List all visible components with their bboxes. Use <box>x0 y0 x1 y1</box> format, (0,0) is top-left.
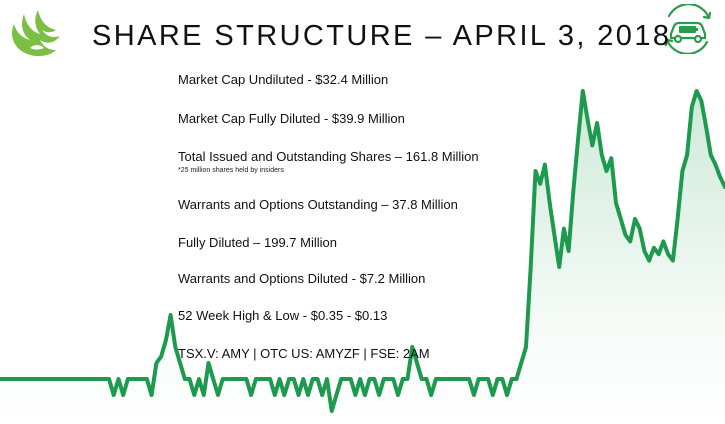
fact-market-cap-undiluted: Market Cap Undiluted - $32.4 Million <box>178 72 389 87</box>
fact-tickers: TSX.V: AMY | OTC US: AMYZF | FSE: 2AM <box>178 346 430 361</box>
fact-52-week-range: 52 Week High & Low - $0.35 - $0.13 <box>178 308 388 323</box>
fact-issued-outstanding: Total Issued and Outstanding Shares – 16… <box>178 149 479 164</box>
page-title: SHARE STRUCTURE – APRIL 3, 2018 <box>92 20 672 52</box>
electric-car-recycle-icon <box>664 4 712 54</box>
phoenix-logo-icon <box>12 10 60 56</box>
fact-warrants-diluted: Warrants and Options Diluted - $7.2 Mill… <box>178 271 426 286</box>
company-logo <box>12 10 60 56</box>
fact-insiders-note: *25 million shares held by insiders <box>178 167 284 174</box>
share-facts-list: Market Cap Undiluted - $32.4 Million Mar… <box>178 0 498 424</box>
fact-fully-diluted: Fully Diluted – 199.7 Million <box>178 235 337 250</box>
fact-market-cap-fully-diluted: Market Cap Fully Diluted - $39.9 Million <box>178 111 405 126</box>
price-line <box>0 89 725 413</box>
fact-warrants-options: Warrants and Options Outstanding – 37.8 … <box>178 197 458 212</box>
